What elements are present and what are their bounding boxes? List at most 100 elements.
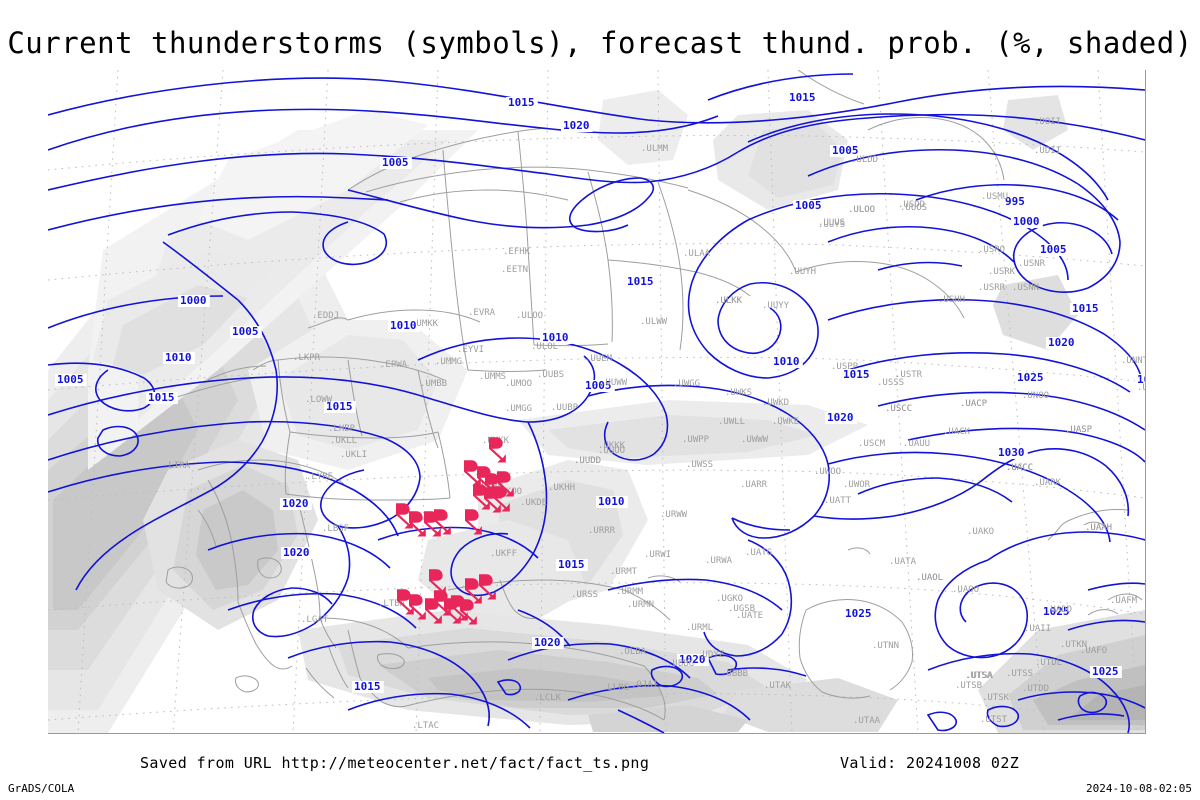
station-label: .UUUS: [818, 218, 845, 228]
station-label: .LTBA: [378, 599, 406, 609]
thunderstorm-symbol-icon: [479, 574, 496, 600]
station-label: .UKLI: [340, 450, 367, 460]
station-label: .ULWW: [640, 317, 668, 327]
station-label: .UADD: [1045, 605, 1072, 615]
station-label: .UKFF: [490, 549, 517, 559]
station-label: .UTKN: [1060, 640, 1087, 650]
thunderstorm-symbol-icon: [464, 460, 481, 486]
station-label: .ULOO: [516, 311, 543, 321]
station-label: .USMU: [981, 192, 1008, 202]
isobar-label: 1015: [1137, 373, 1145, 386]
station-label: .UWOR: [843, 480, 871, 490]
isobar-label: 1015: [1072, 302, 1099, 315]
station-label: .UACK: [943, 427, 971, 437]
isobar-label-halo: [793, 200, 825, 212]
isobar-label-halo: [596, 496, 628, 508]
isobar-label-halo: [163, 352, 195, 364]
station-label: .OLBA: [619, 647, 647, 657]
station-label: .UDII: [1034, 146, 1061, 156]
isobar-label-halo: [1015, 372, 1047, 384]
station-label: .URWW: [660, 510, 688, 520]
station-label: .USRK: [988, 267, 1016, 277]
station-label: .EVRA: [468, 308, 496, 318]
station-label: .USCC: [885, 404, 912, 414]
station-label: .UNBB: [1137, 383, 1145, 393]
station-label: .ULKK: [715, 296, 743, 306]
isobar-label-halo: [280, 498, 312, 510]
isobar-label: 1015: [789, 91, 816, 104]
isobar-label-halo: [556, 559, 588, 571]
isobar-label: 1005: [57, 373, 84, 386]
station-label-layer: .ULMM .ULAA .EFHK .EETN .ULOO .EVRA .UMKK .EDDJ…: [163, 117, 1145, 731]
valid-time-label: Valid: 20241008 02Z: [840, 754, 1020, 772]
isobar-label: 1015: [326, 400, 353, 413]
station-label: .UOII: [1034, 117, 1061, 127]
thunderstorm-symbol-icon: [497, 471, 514, 497]
map-canvas[interactable]: 1015 1015 1020 1005 1005 995 1005 1000 1005 1015 1…: [48, 70, 1146, 734]
station-label: .USNN: [1012, 283, 1039, 293]
station-label: .UNNT: [1121, 356, 1145, 366]
isobar-label-halo: [1041, 606, 1073, 618]
station-label: .UWWW: [741, 435, 769, 445]
station-label: .UATE: [736, 611, 763, 621]
station-label: .URRR: [588, 526, 616, 536]
isobar-label: 1010: [165, 351, 192, 364]
station-label: .UNOO: [1022, 391, 1049, 401]
station-label: .USHH: [938, 295, 965, 305]
probability-shading-layer: [48, 90, 1145, 733]
isobar-label-halo: [561, 120, 593, 132]
isobar-label: 1015: [148, 391, 175, 404]
station-label: .UTNN: [872, 641, 899, 651]
isobar-label: 1030: [998, 446, 1025, 459]
isobar-label-halo: [771, 356, 803, 368]
station-label: .UKHH: [548, 483, 575, 493]
isobar-label: 1005: [232, 325, 259, 338]
station-label: .UASP: [1065, 425, 1093, 435]
isobar-label-halo: [506, 97, 538, 109]
station-label: .UWLL: [718, 417, 745, 427]
station-label: .UTAA: [853, 716, 881, 726]
station-label: .UUYY: [762, 301, 790, 311]
thunderstorm-symbol-icon: [425, 598, 442, 624]
station-label: .UAAH: [1085, 523, 1112, 533]
isobar-label-halo: [1038, 244, 1070, 256]
isobar-label: 1005: [795, 199, 822, 212]
station-label: .UARK: [1034, 478, 1062, 488]
thunderstorm-symbol-icon: [460, 599, 477, 625]
station-label: .EYVI: [457, 345, 484, 355]
thunderstorm-symbol-icon: [429, 569, 446, 595]
station-label: .UWPP: [682, 435, 710, 445]
grads-cola-credit: GrADS/COLA: [8, 782, 75, 795]
isobar-label: 1015: [843, 368, 870, 381]
station-label: .OJAI: [631, 680, 658, 690]
thunderstorm-symbol-icon: [434, 590, 451, 616]
isobar-label-halo: [324, 401, 356, 413]
station-label: .UUYS: [818, 220, 845, 230]
station-label: .USSS: [877, 378, 904, 388]
isobar-label-halo: [380, 157, 412, 169]
station-label: .UATT: [824, 496, 852, 506]
isobar-label: 1010: [598, 495, 625, 508]
station-label: .UGSB: [728, 604, 755, 614]
station-label: .UTSK: [982, 693, 1010, 703]
station-label: .USNR: [1018, 259, 1046, 269]
station-label: .UUBP: [551, 403, 579, 413]
thunderstorm-symbol-icon: [493, 486, 510, 512]
station-label: .UARR: [740, 480, 768, 490]
station-label: .UBBG: [667, 659, 694, 669]
station-label: .UAUU: [903, 439, 930, 449]
isobar-label-halo: [532, 637, 564, 649]
station-label: .ULOO: [848, 205, 875, 215]
isobar-label: 1015: [354, 680, 381, 693]
station-label: .UAKO: [967, 527, 994, 537]
isobar-label-halo: [1090, 666, 1122, 678]
station-label: .UKDE: [520, 498, 547, 508]
isobar-label-halo: [1003, 196, 1028, 208]
isobar-label: 1005: [382, 156, 409, 169]
isobar-label: 1020: [283, 546, 310, 559]
station-label: .UTSA: [965, 671, 993, 681]
isobar-label-halo: [677, 654, 709, 666]
isobar-label-halo: [625, 276, 657, 288]
station-label: .LGAT: [301, 615, 329, 625]
